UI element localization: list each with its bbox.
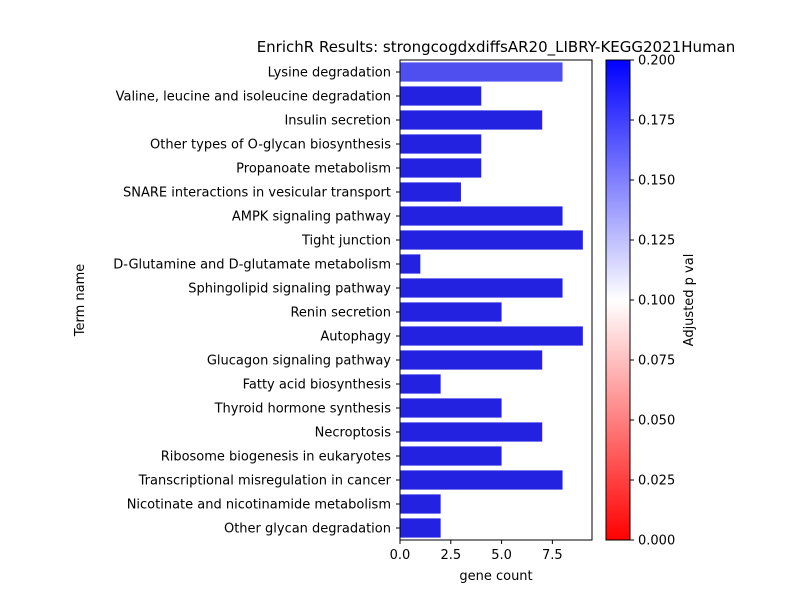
colorbar-tick-label: 0.200 <box>638 54 675 69</box>
bar <box>400 494 441 514</box>
colorbar-tick-label: 0.000 <box>638 534 675 549</box>
bar <box>400 134 482 154</box>
bar <box>400 110 543 130</box>
category-label: D-Glutamine and D-glutamate metabolism <box>113 258 391 273</box>
colorbar-label: Adjusted p val <box>682 254 697 347</box>
bar <box>400 302 502 322</box>
x-axis-ticks: 0.0 2.5 5.0 7.5 <box>390 540 563 563</box>
category-label: Transcriptional misregulation in cancer <box>138 474 392 489</box>
bar <box>400 278 563 298</box>
category-label: Lysine degradation <box>268 66 391 81</box>
category-label: Glucagon signaling pathway <box>207 354 391 369</box>
category-label: Other glycan degradation <box>224 522 391 537</box>
x-tick-label: 2.5 <box>440 548 461 563</box>
colorbar-tick-label: 0.025 <box>638 474 675 489</box>
bar <box>400 206 563 226</box>
colorbar-tick-label: 0.100 <box>638 294 675 309</box>
bar <box>400 350 543 370</box>
category-label: Autophagy <box>320 330 391 345</box>
chart-title: EnrichR Results: strongcogdxdiffsAR20_LI… <box>257 38 736 57</box>
bar <box>400 86 482 106</box>
category-label: Sphingolipid signaling pathway <box>188 282 391 297</box>
bar <box>400 254 421 274</box>
colorbar <box>605 59 631 541</box>
bar <box>400 62 563 82</box>
category-label: Renin secretion <box>290 306 391 321</box>
bar <box>400 158 482 178</box>
category-label: Nicotinate and nicotinamide metabolism <box>127 498 391 513</box>
bar <box>400 374 441 394</box>
category-label: Insulin secretion <box>284 114 391 129</box>
colorbar-ticks: 0.000 0.025 0.050 0.075 0.100 0.125 0.150 0.175… <box>630 54 675 549</box>
bars-layer <box>400 62 583 538</box>
category-label: Valine, leucine and isoleucine degradati… <box>116 90 391 105</box>
category-labels: Lysine degradation Valine, leucine and is… <box>113 66 400 537</box>
bar <box>400 422 543 442</box>
colorbar-tick-label: 0.075 <box>638 354 675 369</box>
category-label: Thyroid hormone synthesis <box>214 402 392 417</box>
x-tick-label: 7.5 <box>542 548 563 563</box>
category-label: AMPK signaling pathway <box>232 210 391 225</box>
colorbar-tick-label: 0.125 <box>638 234 675 249</box>
x-tick-label: 0.0 <box>390 548 411 563</box>
bar <box>400 398 502 418</box>
colorbar-tick-label: 0.175 <box>638 114 675 129</box>
category-label: Fatty acid biosynthesis <box>243 378 392 393</box>
bar <box>400 446 502 466</box>
bar <box>400 182 461 202</box>
y-axis-label: Term name <box>73 264 88 338</box>
bar <box>400 518 441 538</box>
bar <box>400 470 563 490</box>
category-label: SNARE interactions in vesicular transpor… <box>123 186 391 201</box>
x-axis-label: gene count <box>459 569 532 584</box>
category-label: Necroptosis <box>315 426 392 441</box>
colorbar-tick-label: 0.150 <box>638 174 675 189</box>
plot-frame <box>399 59 593 541</box>
category-label: Tight junction <box>301 234 391 249</box>
category-label: Propanoate metabolism <box>236 162 391 177</box>
bar <box>400 230 583 250</box>
category-label: Ribosome biogenesis in eukaryotes <box>161 450 392 465</box>
bar <box>400 326 583 346</box>
x-tick-label: 5.0 <box>491 548 512 563</box>
colorbar-tick-label: 0.050 <box>638 414 675 429</box>
category-label: Other types of O-glycan biosynthesis <box>150 138 391 153</box>
